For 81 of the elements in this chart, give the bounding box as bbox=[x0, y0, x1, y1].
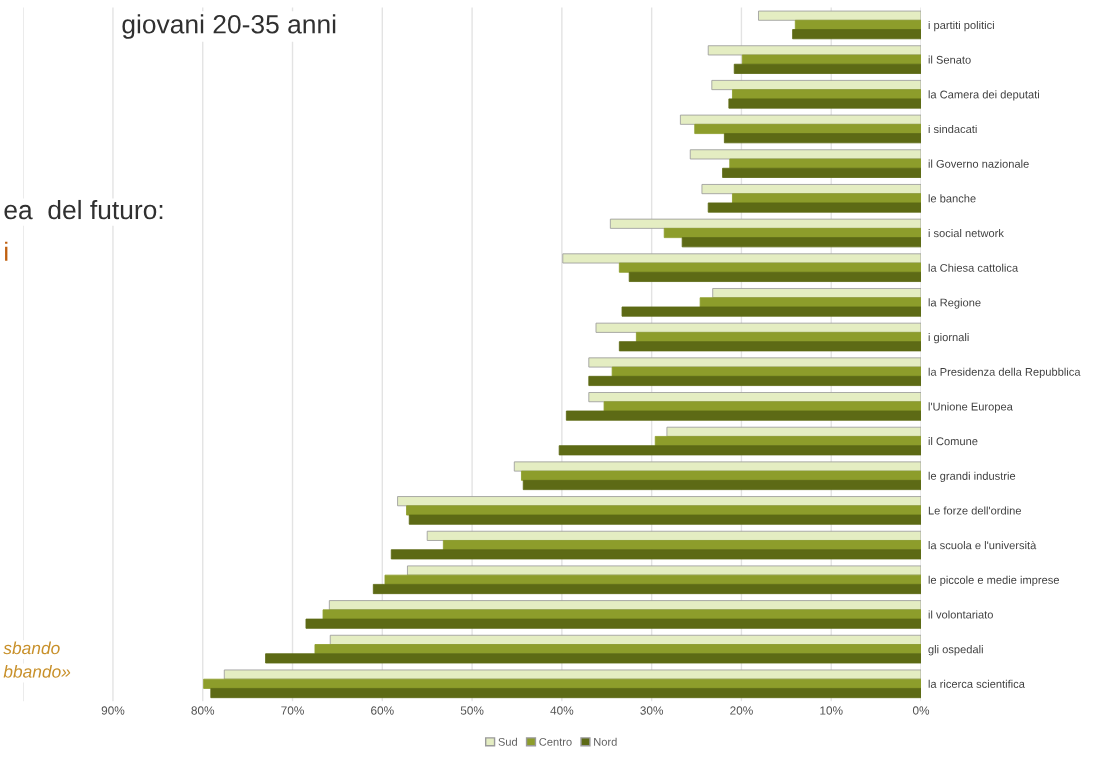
y-tick-label: la Chiesa cattolica bbox=[928, 263, 1019, 272]
bar bbox=[701, 184, 921, 195]
bar bbox=[521, 470, 921, 481]
x-tick-label: 90% bbox=[101, 706, 125, 715]
bar bbox=[728, 98, 921, 109]
bar bbox=[733, 63, 921, 74]
bar bbox=[707, 202, 921, 213]
y-tick-label: l'Unione Europea bbox=[928, 402, 1013, 413]
bar bbox=[595, 322, 921, 333]
bar bbox=[408, 514, 921, 525]
bar bbox=[562, 253, 921, 264]
y-tick-label: le piccole e medie imprese bbox=[928, 575, 1059, 587]
x-tick-label: 50% bbox=[460, 706, 484, 715]
y-tick-label: i social network bbox=[928, 228, 1004, 238]
bar bbox=[611, 366, 921, 377]
bar bbox=[722, 167, 921, 178]
x-tick-label: 30% bbox=[640, 706, 664, 715]
bar bbox=[407, 565, 921, 576]
bar bbox=[265, 653, 921, 664]
y-tick-label: i sindacati bbox=[928, 124, 977, 134]
bar bbox=[741, 54, 921, 65]
x-tick-label: 10% bbox=[820, 706, 843, 715]
bar bbox=[522, 479, 921, 491]
y-tick-label: la Regione bbox=[928, 298, 981, 309]
x-tick-label: 70% bbox=[281, 706, 304, 715]
bar bbox=[513, 461, 921, 472]
y-tick-label: le banche bbox=[928, 194, 976, 203]
bar bbox=[723, 133, 921, 144]
legend-label: Nord bbox=[594, 737, 617, 746]
y-tick-label: il volontariato bbox=[928, 610, 993, 619]
bar bbox=[792, 29, 921, 40]
x-tick-label: 60% bbox=[371, 706, 394, 715]
legend-label: Sud bbox=[498, 737, 517, 746]
bar bbox=[558, 445, 921, 456]
bar bbox=[729, 158, 921, 169]
annotation: bbando» bbox=[3, 665, 71, 678]
bar bbox=[588, 375, 921, 386]
bar bbox=[305, 618, 921, 629]
bar bbox=[609, 218, 921, 229]
y-tick-label: la scuola e l'università bbox=[928, 540, 1037, 550]
bar bbox=[679, 114, 921, 125]
y-tick-label: la Presidenza della Repubblica bbox=[928, 367, 1081, 379]
legend-label: Centro bbox=[539, 737, 572, 746]
bar bbox=[223, 669, 921, 680]
y-tick-label: il Governo nazionale bbox=[928, 159, 1029, 168]
y-tick-label: gli ospedali bbox=[928, 645, 983, 656]
bar bbox=[689, 149, 921, 160]
bar bbox=[588, 357, 921, 368]
bar bbox=[210, 688, 921, 699]
bar bbox=[758, 10, 921, 21]
y-tick-label: le grandi industrie bbox=[928, 471, 1016, 483]
bar bbox=[618, 341, 921, 352]
bar bbox=[618, 262, 921, 273]
bar bbox=[663, 227, 921, 239]
bar bbox=[628, 271, 921, 282]
chart-title: giovani 20-35 anni bbox=[122, 14, 336, 39]
bar bbox=[707, 45, 921, 56]
y-tick-label: Le forze dell'ordine bbox=[928, 506, 1021, 515]
y-tick-label: il Comune bbox=[928, 437, 978, 446]
bar bbox=[694, 123, 921, 134]
bar bbox=[588, 392, 921, 403]
annotation: ea del futuro: bbox=[4, 199, 163, 220]
x-tick-label: 80% bbox=[191, 706, 215, 715]
bar bbox=[681, 237, 921, 248]
bar bbox=[426, 530, 921, 541]
bar bbox=[711, 79, 921, 91]
y-tick-label: il Senato bbox=[928, 55, 971, 64]
y-tick-label: la Camera dei deputati bbox=[928, 90, 1039, 101]
text: i bbox=[5, 241, 8, 261]
annotation: sbando bbox=[3, 641, 60, 655]
y-tick-label: i giornali bbox=[928, 333, 969, 344]
bar bbox=[372, 583, 921, 595]
bar bbox=[390, 549, 921, 560]
y-tick-label: la ricerca scientifica bbox=[928, 679, 1025, 688]
x-tick-label: 40% bbox=[550, 706, 574, 715]
bar bbox=[565, 410, 921, 421]
bar bbox=[699, 297, 921, 308]
x-tick-label: 20% bbox=[730, 706, 753, 715]
x-tick-label: 0% bbox=[912, 706, 930, 715]
bar bbox=[621, 306, 921, 317]
y-tick-label: i partiti politici bbox=[928, 20, 994, 32]
